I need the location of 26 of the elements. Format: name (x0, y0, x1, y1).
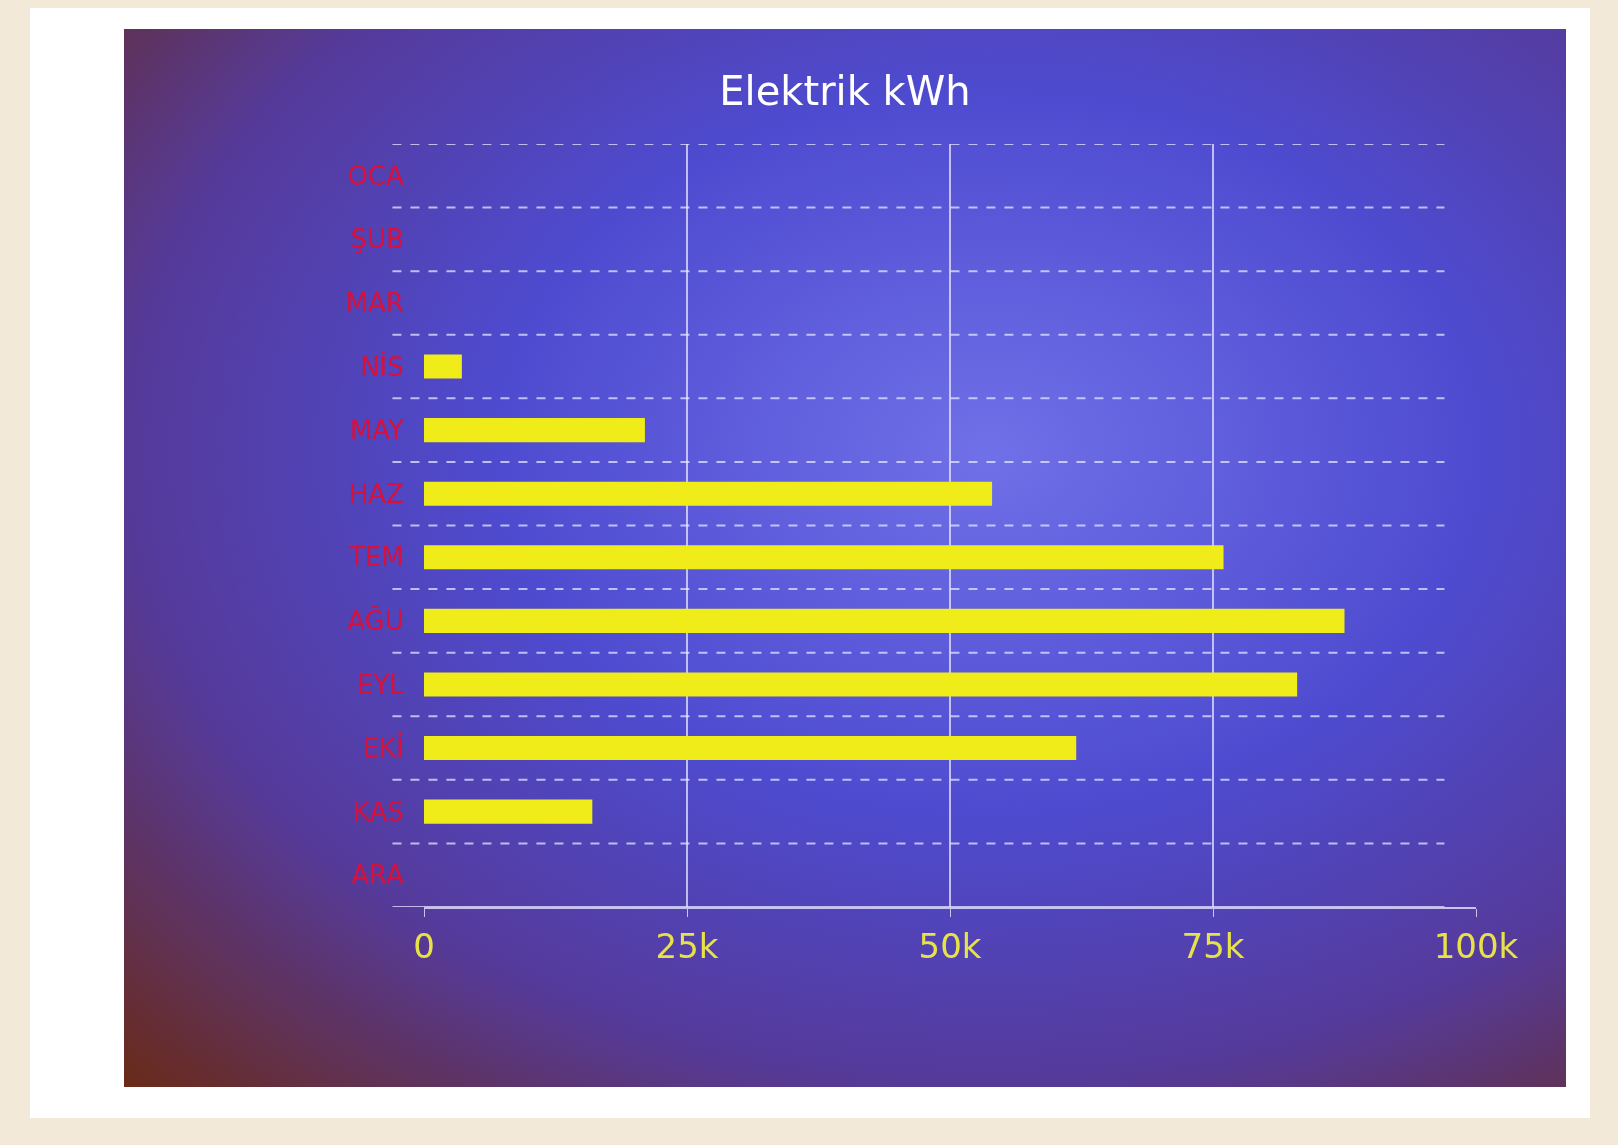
bar (424, 545, 1224, 570)
y-tick-label: EYL (357, 669, 405, 700)
bar (424, 672, 1298, 697)
chart-title: Elektrik kWh (719, 67, 971, 114)
x-tick-label: 75k (1181, 925, 1245, 966)
y-tick-label: TEM (348, 542, 404, 573)
y-tick-label: OCA (347, 160, 405, 191)
y-tick-label: ŞUB (350, 224, 404, 255)
y-tick-label: EKİ (362, 732, 404, 764)
y-tick-label: HAZ (348, 478, 404, 509)
y-tick-label: KAS (352, 796, 404, 827)
x-tick-label: 100k (1433, 925, 1519, 966)
bar (424, 354, 462, 379)
bar (424, 481, 993, 506)
y-tick-label: MAR (345, 288, 404, 319)
x-tick-label: 25k (655, 925, 719, 966)
bar (424, 418, 645, 443)
bar (424, 799, 593, 824)
bar (424, 735, 1077, 761)
x-tick-label: 50k (918, 925, 982, 966)
y-tick-label: NİS (360, 350, 404, 382)
y-tick-label: ARA (351, 860, 404, 891)
bar (424, 608, 1345, 633)
y-tick-label: MAY (349, 415, 404, 446)
y-tick-label: AĞU (347, 604, 404, 636)
x-tick-label: 0 (413, 925, 435, 966)
